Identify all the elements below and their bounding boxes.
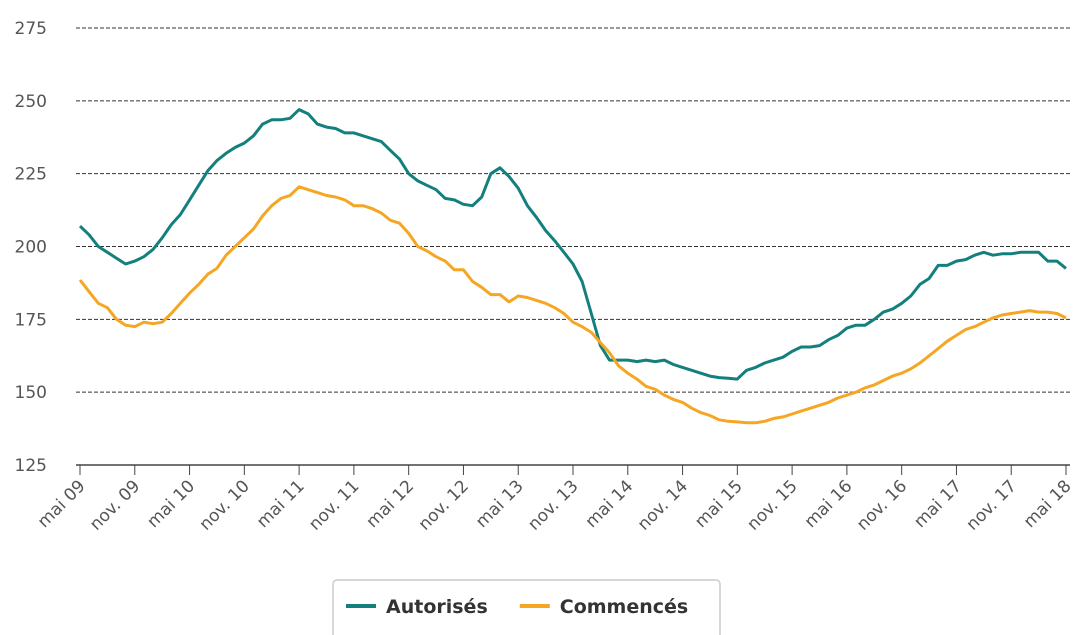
y-tick-label: 150 (15, 383, 47, 403)
x-tick-label: nov. 12 (415, 476, 473, 534)
x-tick-label: nov. 17 (963, 476, 1021, 534)
x-tick-label: nov. 13 (524, 476, 582, 534)
x-tick-label: mai 13 (472, 476, 528, 532)
x-tick-label: nov. 14 (634, 476, 692, 534)
x-tick-label: mai 15 (691, 476, 747, 532)
x-tick-label: mai 09 (34, 476, 90, 532)
x-tick-label: mai 14 (582, 476, 638, 532)
series-line (78, 185, 1067, 425)
y-tick-label: 125 (15, 456, 47, 476)
x-tick-label: nov. 09 (86, 476, 144, 534)
legend: Autorisés Commencés (332, 579, 721, 635)
y-tick-label: 175 (15, 310, 47, 330)
legend-label: Commencés (560, 596, 688, 618)
legend-label: Autorisés (386, 596, 488, 618)
y-tick-label: 275 (15, 19, 47, 39)
x-tick-label: mai 10 (143, 476, 199, 532)
y-tick-label: 225 (15, 165, 47, 185)
x-tick-label: mai 18 (1020, 476, 1076, 532)
series-line (78, 108, 1067, 381)
x-tick-label: mai 17 (910, 476, 966, 532)
x-tick-label: mai 11 (253, 476, 309, 532)
y-tick-label: 250 (15, 92, 47, 112)
x-tick-label: mai 12 (363, 476, 419, 532)
x-tick-label: nov. 15 (743, 476, 801, 534)
y-tick-label: 200 (15, 238, 47, 258)
x-tick-label: nov. 11 (305, 476, 363, 534)
x-tick-label: nov. 10 (196, 476, 254, 534)
x-tick-label: nov. 16 (853, 476, 911, 534)
x-tick-label: mai 16 (801, 476, 857, 532)
